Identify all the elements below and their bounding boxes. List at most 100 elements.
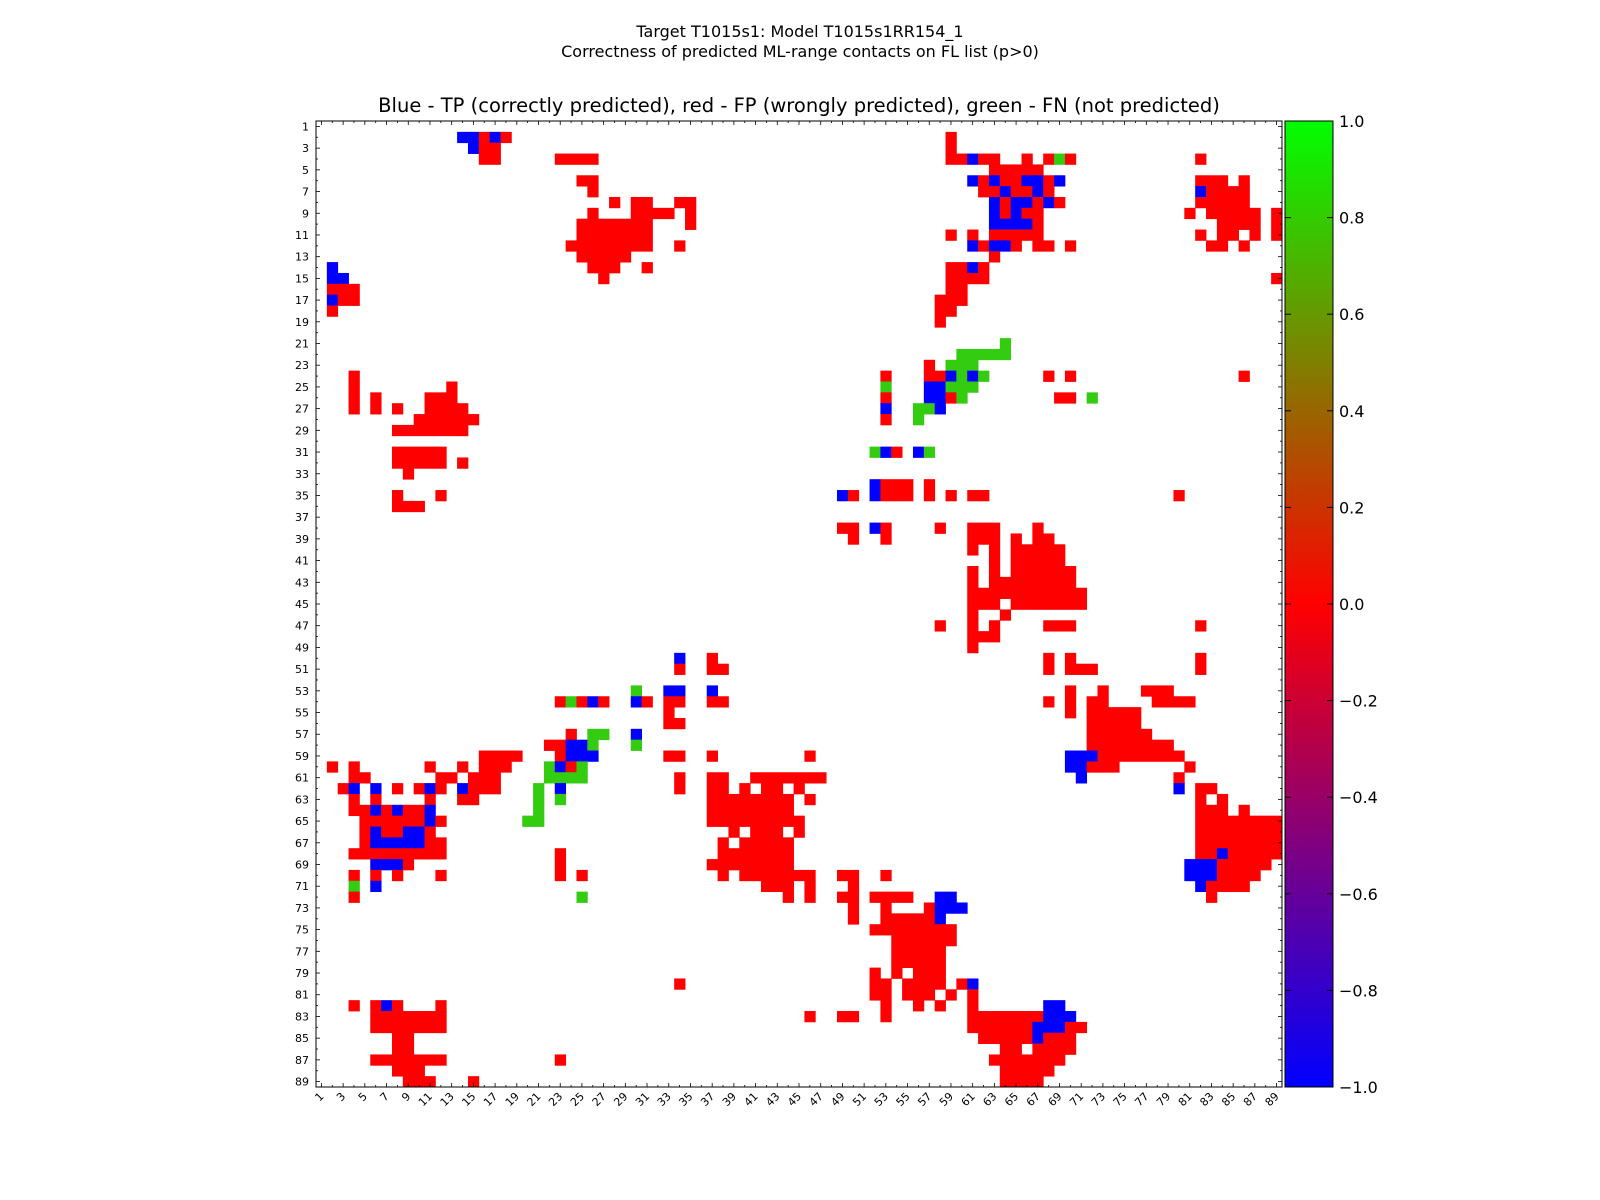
contact-cell-tp xyxy=(370,826,382,838)
contact-cell-fp xyxy=(1064,696,1077,708)
contact-cell-fp xyxy=(609,196,621,209)
contact-cell-fp xyxy=(988,164,1044,176)
y-tick-label: 21 xyxy=(295,338,309,351)
contact-cell-fp xyxy=(587,186,599,198)
contact-cell-fp xyxy=(478,142,501,154)
y-tick-label: 59 xyxy=(295,750,309,763)
contact-cell-fp xyxy=(1010,186,1033,198)
contact-cell-fp xyxy=(641,696,653,708)
y-tick-label: 87 xyxy=(295,1054,309,1067)
y-tick-label: 39 xyxy=(295,533,309,546)
x-tick-label: 47 xyxy=(807,1090,826,1109)
contact-cell-fp xyxy=(391,424,469,437)
contact-cell-tp xyxy=(967,153,979,165)
contact-cell-fp xyxy=(1195,848,1218,860)
contact-cell-fp xyxy=(435,1000,447,1012)
contact-cell-fp xyxy=(804,750,816,762)
contact-cell-fp xyxy=(978,262,990,274)
contact-cell-fp xyxy=(847,490,860,502)
contact-cell-fp xyxy=(391,490,404,502)
contact-cell-fp xyxy=(424,837,447,849)
contact-cell-fp xyxy=(1010,598,1088,610)
contact-cell-fp xyxy=(1206,880,1250,893)
contact-cell-fp xyxy=(576,696,588,708)
contact-cell-fp xyxy=(988,229,1044,241)
contact-cell-fp xyxy=(381,804,393,817)
contact-cell-fp xyxy=(1032,1043,1077,1055)
contact-cell-tp xyxy=(565,739,588,751)
contact-cell-fn xyxy=(565,696,577,708)
x-tick-label: 1 xyxy=(312,1090,326,1104)
contact-cell-fp xyxy=(370,1000,382,1012)
contact-cell-fp xyxy=(706,859,794,871)
contact-cell-tp xyxy=(348,783,360,795)
contact-cell-fp xyxy=(565,240,653,252)
contact-cell-fp xyxy=(1043,153,1055,165)
x-tick-label: 59 xyxy=(937,1090,956,1109)
contact-cell-tp xyxy=(1195,880,1207,893)
contact-cell-tp xyxy=(923,381,946,393)
contact-cell-fp xyxy=(999,1076,1044,1088)
contact-cell-fp xyxy=(1271,229,1283,241)
contact-cell-fp xyxy=(1238,175,1250,187)
contact-cell-fp xyxy=(847,902,860,914)
contact-cell-fp xyxy=(1195,837,1218,849)
contact-cell-fn xyxy=(543,761,556,773)
contact-cell-fp xyxy=(967,989,979,1001)
contact-cell-fp xyxy=(923,479,936,491)
contact-cell-fp xyxy=(587,207,599,220)
contact-cell-fp xyxy=(1043,175,1055,187)
contact-cell-fp xyxy=(1216,793,1229,806)
contact-cell-tp xyxy=(1216,848,1229,860)
contact-cell-tp xyxy=(869,522,881,534)
contact-cell-tp xyxy=(967,978,979,990)
contact-cell-fp xyxy=(1206,207,1261,220)
contact-cell-fp xyxy=(739,837,794,849)
y-tick-label: 67 xyxy=(295,837,309,850)
contact-cell-fp xyxy=(934,316,946,328)
contact-cell-fp xyxy=(988,251,1001,263)
y-tick-label: 7 xyxy=(302,186,309,199)
y-tick-label: 65 xyxy=(295,815,309,828)
contact-cell-fp xyxy=(402,804,425,817)
contact-cell-fp xyxy=(880,913,936,925)
contact-cell-fp xyxy=(869,891,914,903)
contact-cell-fp xyxy=(880,522,892,534)
contact-cell-fp xyxy=(869,978,892,990)
contact-cell-fp xyxy=(348,772,371,784)
contact-cell-fp xyxy=(1064,370,1077,382)
contact-cell-fp xyxy=(1238,804,1250,817)
contact-cell-fp xyxy=(348,403,360,415)
contact-cell-fp xyxy=(1021,153,1033,165)
contact-cell-fp xyxy=(869,989,892,1001)
contact-cell-fp xyxy=(1043,587,1088,599)
contact-cell-fp xyxy=(761,880,794,893)
contact-cell-tp xyxy=(1010,196,1033,209)
contact-cell-fp xyxy=(967,544,979,556)
contact-cell-fp xyxy=(1032,196,1044,209)
contact-cell-fp xyxy=(1064,707,1077,719)
contact-cell-fp xyxy=(348,848,447,860)
contact-cell-fp xyxy=(1216,229,1239,241)
contact-cell-tp xyxy=(706,685,718,697)
x-tick-label: 13 xyxy=(438,1090,457,1109)
y-tick-label: 15 xyxy=(295,272,309,285)
contact-cell-fn xyxy=(543,772,588,784)
contact-cell-fp xyxy=(370,869,382,882)
x-tick-label: 51 xyxy=(850,1090,869,1109)
contact-cell-fp xyxy=(978,153,1001,165)
contact-cell-fp xyxy=(391,1043,415,1055)
contact-cell-fp xyxy=(348,370,360,382)
colorbar-tick-label: 0.6 xyxy=(1339,305,1364,324)
y-tick-label: 47 xyxy=(295,620,309,633)
contact-cell-fp xyxy=(587,262,621,274)
contact-cell-fp xyxy=(967,490,990,502)
contact-cell-fn xyxy=(348,880,360,893)
contact-cell-fp xyxy=(500,131,512,144)
contact-cell-fp xyxy=(891,935,957,947)
contact-cell-fp xyxy=(967,598,990,610)
contact-cell-tp xyxy=(370,783,382,795)
contact-cell-fp xyxy=(1043,663,1055,675)
x-tick-label: 25 xyxy=(568,1090,587,1109)
colorbar-tick-label: −1.0 xyxy=(1339,1078,1378,1097)
